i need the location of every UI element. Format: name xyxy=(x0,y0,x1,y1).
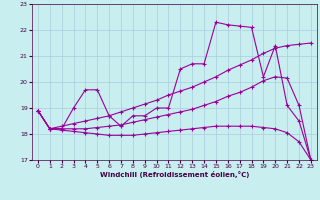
X-axis label: Windchill (Refroidissement éolien,°C): Windchill (Refroidissement éolien,°C) xyxy=(100,171,249,178)
